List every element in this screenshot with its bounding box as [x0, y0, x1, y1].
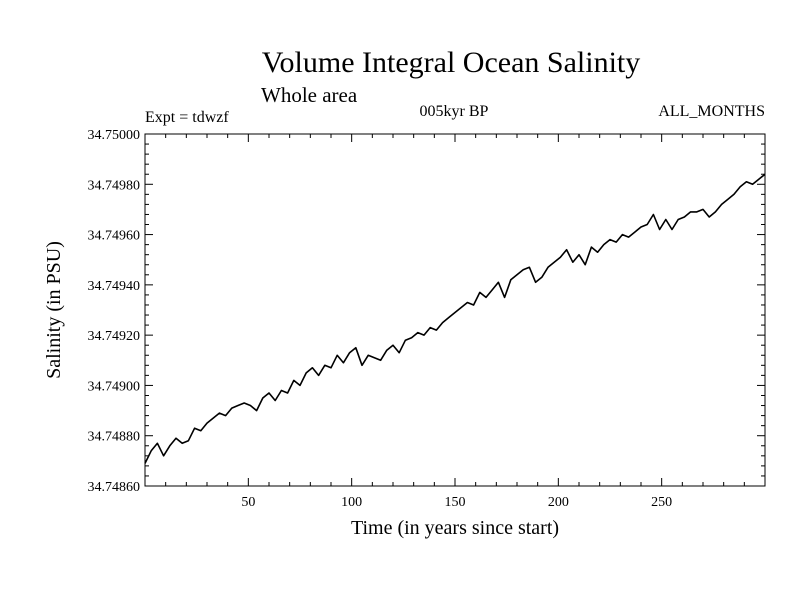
salinity-series-line	[144, 173, 766, 464]
x-tick-label: 50	[241, 495, 255, 510]
period-label: 005kyr BP	[420, 103, 489, 120]
y-axis-title: Salinity (in PSU)	[43, 241, 65, 379]
y-tick-label: 34.74900	[88, 379, 141, 394]
plot-frame	[144, 133, 766, 487]
x-tick-label: 250	[651, 495, 672, 510]
y-tick-label: 34.75000	[88, 128, 141, 143]
x-axis: 50 100 150 200 250	[165, 134, 745, 510]
y-tick-label: 34.74940	[88, 279, 141, 294]
y-tick-label: 34.74860	[88, 480, 141, 495]
y-tick-label: 34.74980	[88, 178, 141, 193]
x-axis-title: Time (in years since start)	[351, 517, 559, 539]
x-tick-label: 200	[548, 495, 569, 510]
chart-subtitle: Whole area	[261, 83, 358, 107]
y-tick-label: 34.74920	[88, 329, 141, 344]
x-tick-label: 100	[341, 495, 362, 510]
x-tick-label: 150	[445, 495, 466, 510]
y-tick-label: 34.74880	[88, 430, 141, 445]
y-tick-label: 34.74960	[88, 229, 141, 244]
chart-title: Volume Integral Ocean Salinity	[262, 46, 641, 79]
experiment-label: Expt = tdwzf	[145, 109, 229, 126]
months-label: ALL_MONTHS	[658, 103, 765, 120]
y-axis: 34.74860 34.74880 34.74900 34.74920 34.74940…	[88, 128, 765, 495]
